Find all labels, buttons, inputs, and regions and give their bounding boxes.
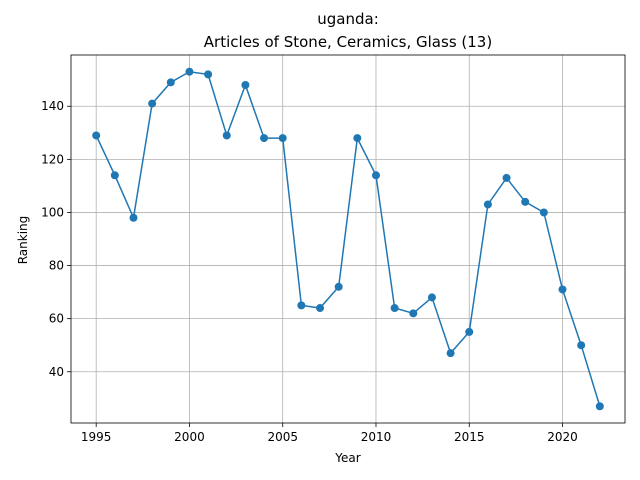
data-point [446, 349, 455, 358]
data-point [558, 285, 567, 294]
grid-lines [71, 55, 625, 423]
data-point [465, 327, 474, 336]
axis-ticks: 1995 2000 2005 2010 2015 2020 40 60 80 100 120 140 [41, 99, 578, 444]
data-point [502, 173, 511, 182]
data-point [577, 341, 586, 350]
x-tick-label: 2005 [267, 430, 298, 444]
data-point [92, 131, 101, 140]
data-point [297, 301, 306, 310]
x-tick-label: 2000 [174, 430, 205, 444]
data-point [166, 78, 175, 87]
data-point [539, 208, 548, 217]
y-tick-label: 40 [49, 365, 64, 379]
x-tick-label: 2015 [454, 430, 485, 444]
data-point [334, 282, 343, 291]
y-axis-label: Ranking [16, 216, 30, 265]
data-point [409, 309, 418, 318]
x-tick-label: 2020 [547, 430, 578, 444]
data-point [521, 197, 530, 206]
data-point [371, 171, 380, 180]
data-point [427, 293, 436, 302]
data-point [129, 213, 138, 222]
data-point [110, 171, 119, 180]
x-tick-label: 1995 [81, 430, 112, 444]
x-tick-label: 2010 [361, 430, 392, 444]
data-point [148, 99, 157, 108]
y-tick-label: 140 [41, 99, 64, 113]
plot-area-frame [70, 54, 626, 424]
y-tick-label: 60 [49, 312, 64, 326]
y-tick-label: 80 [49, 259, 64, 273]
data-point [390, 304, 399, 313]
series-layer [92, 67, 604, 411]
data-point [241, 81, 250, 90]
chart-title-line1: uganda: [317, 10, 379, 28]
chart-title-line2: Articles of Stone, Ceramics, Glass (13) [204, 33, 492, 51]
y-tick-label: 100 [41, 205, 64, 219]
data-point [185, 67, 194, 76]
data-point [353, 134, 362, 143]
x-axis-label: Year [334, 451, 360, 465]
data-point [316, 304, 325, 313]
data-point [204, 70, 213, 79]
data-point [260, 134, 269, 143]
data-point [278, 134, 287, 143]
series-line [95, 70, 601, 407]
y-tick-label: 120 [41, 152, 64, 166]
data-point [222, 131, 231, 140]
data-point [595, 402, 604, 411]
data-point [483, 200, 492, 209]
